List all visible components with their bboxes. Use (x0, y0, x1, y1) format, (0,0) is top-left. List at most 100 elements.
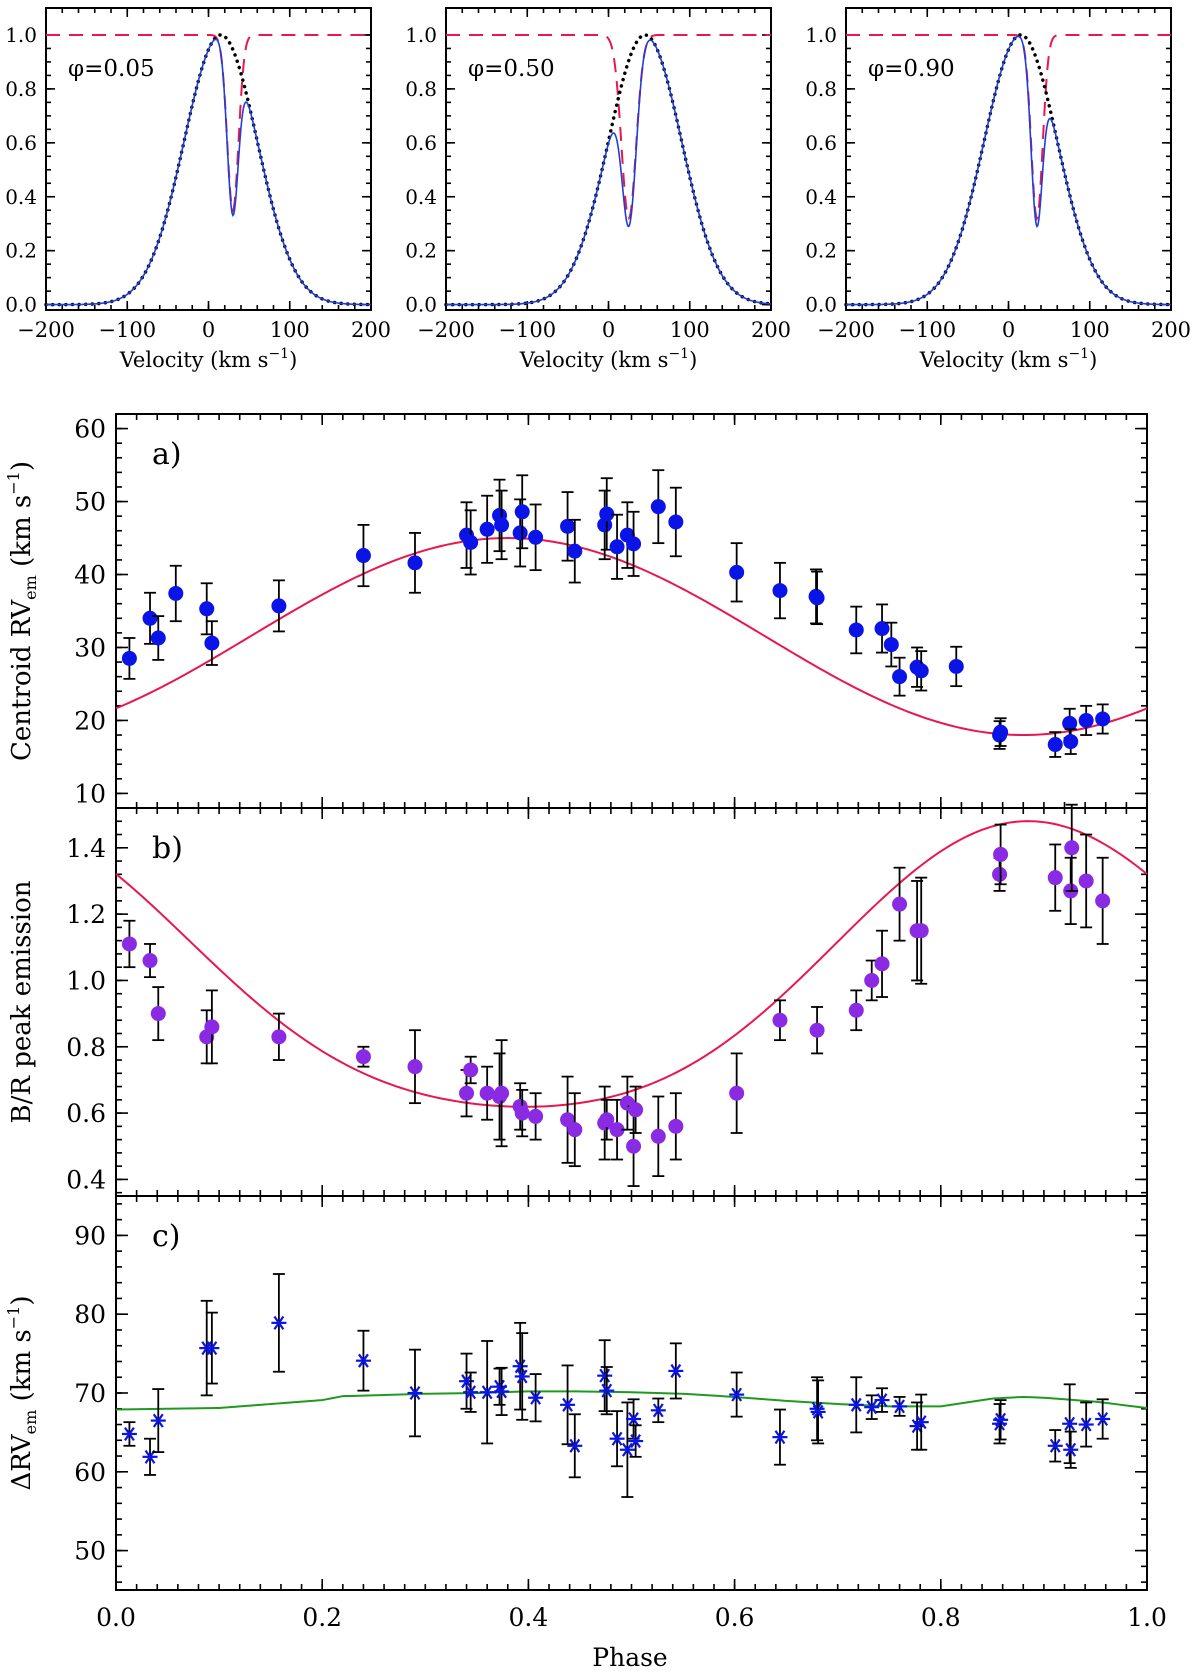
x-tick-label: 0 (202, 318, 215, 342)
observed-profile-curve (46, 38, 372, 306)
y-tick-label: 1.4 (66, 834, 106, 863)
data-point (407, 1059, 423, 1075)
data-point (479, 1385, 495, 1400)
data-point (271, 598, 287, 614)
y-tick-label: 0.8 (66, 1033, 106, 1062)
absorption-dashed-curve (46, 33, 371, 213)
absorption-dashed-curve (446, 33, 771, 221)
data-point (271, 1315, 287, 1330)
data-point (199, 601, 215, 617)
data-point (599, 1112, 615, 1128)
panel-b-br-peak-emission: 0.4 0.6 0.8 1.0 1.2 1.4 b) B/R peak emission (7, 803, 1148, 1197)
y-tick-label: 0.0 (805, 293, 837, 317)
data-point (772, 1430, 788, 1445)
y-tick-label: 0.0 (5, 293, 37, 317)
data-point (864, 1400, 880, 1415)
data-point (609, 1122, 625, 1138)
observed-profile-curve (446, 39, 772, 306)
data-point (628, 1102, 644, 1118)
y-tick-label: 1.0 (405, 23, 437, 47)
data-point (407, 1385, 423, 1401)
data-point (150, 1413, 166, 1428)
x-tick-label: −200 (17, 318, 75, 342)
plot-frame (115, 807, 1148, 1197)
y-tick-label: 50 (74, 1537, 106, 1566)
phase-annotation: φ=0.05 (68, 56, 155, 82)
data-point (668, 514, 684, 530)
y-tick-label: 1.0 (5, 23, 37, 47)
data-point (993, 846, 1009, 862)
y-tick-label: 10 (74, 779, 106, 808)
data-point (892, 669, 908, 685)
data-point (1095, 711, 1111, 727)
data-point (463, 1385, 479, 1400)
fit-curve (115, 1390, 1148, 1411)
data-point (1078, 712, 1094, 728)
data-point (479, 521, 495, 537)
data-point (494, 1384, 510, 1399)
data-point (514, 504, 530, 520)
data-point (512, 525, 528, 541)
data-point (514, 1105, 530, 1121)
y-tick-label: 0.0 (405, 293, 437, 317)
x-tick-label: 0.0 (96, 1603, 136, 1632)
data-point (864, 972, 880, 988)
data-point (992, 866, 1008, 882)
data-point (1047, 1438, 1063, 1453)
data-point (599, 1383, 615, 1398)
data-point (729, 1085, 745, 1101)
data-point (168, 585, 184, 601)
y-tick-label: 0.4 (66, 1165, 106, 1194)
x-tick-label: 0.6 (715, 1603, 755, 1632)
y-tick-label: 60 (74, 415, 106, 444)
profile-panel-phi-0.05: −200 −100 0 100 200 0.0 0.2 0.4 0.6 0.8 1.0 φ=0.05 V… (5, 7, 391, 372)
panel-c-delta-rv: 0.0 0.2 0.4 0.6 0.8 1.0 50 60 70 80 90 c) ΔRVem (km … (4, 1195, 1167, 1632)
data-point (1063, 1442, 1079, 1457)
data-point (150, 630, 166, 646)
data-point (1063, 734, 1079, 750)
data-point (121, 936, 137, 952)
x-tick-label: 100 (270, 318, 310, 342)
data-point (121, 650, 137, 666)
data-point (567, 543, 583, 559)
data-point (150, 1006, 166, 1022)
x-tick-label: 200 (751, 318, 791, 342)
data-point (1047, 737, 1063, 753)
profile-panel-phi-0.50: −200 −100 0 100 200 0.0 0.2 0.4 0.6 0.8 1.0 φ=0.50 V… (405, 7, 791, 372)
y-tick-label: 0.6 (66, 1099, 106, 1128)
y-tick-label: 0.4 (405, 185, 437, 209)
data-point (512, 1359, 528, 1374)
x-tick-label: 200 (351, 318, 391, 342)
y-tick-label: 0.2 (405, 239, 437, 263)
data-point (355, 1353, 371, 1368)
data-point (948, 658, 964, 674)
data-point (848, 1397, 864, 1412)
profile-panel-phi-0.90: −200 −100 0 100 200 0.0 0.2 0.4 0.6 0.8 1.0 φ=0.90 V… (805, 7, 1191, 372)
y-tick-label: 20 (74, 706, 106, 735)
x-tick-label: 0 (1002, 318, 1015, 342)
data-point (892, 896, 908, 912)
x-tick-label: −200 (817, 318, 875, 342)
y-tick-label: 40 (74, 561, 106, 590)
data-point (874, 1393, 890, 1408)
x-tick-label: −200 (417, 318, 475, 342)
data-point (668, 1363, 684, 1378)
data-point (913, 663, 929, 679)
absorption-dashed-curve (846, 33, 1171, 221)
y-tick-label: 0.8 (805, 77, 837, 101)
data-point (650, 1403, 666, 1418)
data-point (204, 1019, 220, 1035)
data-point (528, 1390, 544, 1405)
data-point (650, 1128, 666, 1144)
y-tick-label: 0.6 (805, 131, 837, 155)
data-point (772, 1012, 788, 1028)
y-tick-label: 0.2 (5, 239, 37, 263)
data-point (494, 517, 510, 533)
data-point (142, 610, 158, 626)
plot-frame (45, 7, 372, 311)
y-tick-label: 1.2 (66, 900, 106, 929)
x-tick-label: 0 (602, 318, 615, 342)
velocity-axis-title: Velocity (km s−1) (119, 346, 298, 372)
velocity-axis-title: Velocity (km s−1) (519, 346, 698, 372)
